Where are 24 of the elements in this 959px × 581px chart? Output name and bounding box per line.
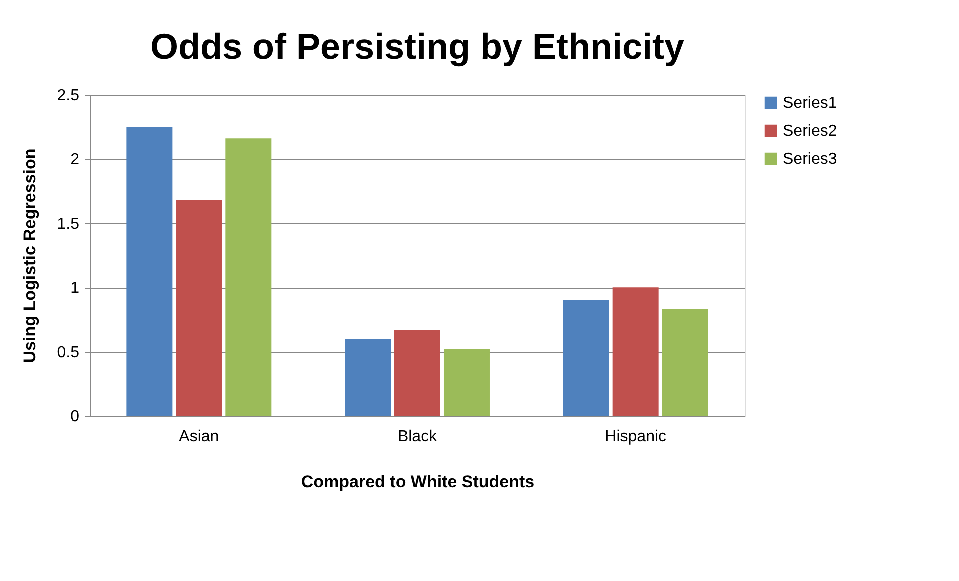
x-tick-label: Asian: [179, 428, 220, 446]
bar: [176, 200, 222, 416]
y-tick-label: 2: [70, 152, 80, 169]
x-tick-label: Black: [398, 428, 438, 446]
y-tick-label: 1.5: [57, 216, 80, 233]
x-tick-label: Hispanic: [605, 428, 667, 446]
legend-label: Series2: [783, 123, 838, 140]
bar: [126, 127, 173, 416]
chart-title: Odds of Persisting by Ethnicity: [150, 26, 685, 67]
legend-label: Series3: [783, 151, 838, 168]
bar: [612, 288, 659, 416]
bar: [563, 300, 610, 416]
bar: [345, 338, 392, 416]
y-tick-label: 2.5: [57, 88, 80, 104]
bar: [226, 138, 272, 416]
y-tick-label: 1: [70, 280, 80, 298]
y-tick-label: 0: [70, 408, 80, 426]
y-tick-label: 0.5: [57, 344, 80, 362]
bar: [662, 309, 708, 416]
bar: [444, 349, 490, 416]
bar: [394, 330, 440, 416]
y-axis-title: Using Logistic Regression: [20, 148, 40, 364]
legend-label: Series1: [783, 95, 838, 112]
x-axis-title: Compared to White Students: [301, 472, 535, 492]
